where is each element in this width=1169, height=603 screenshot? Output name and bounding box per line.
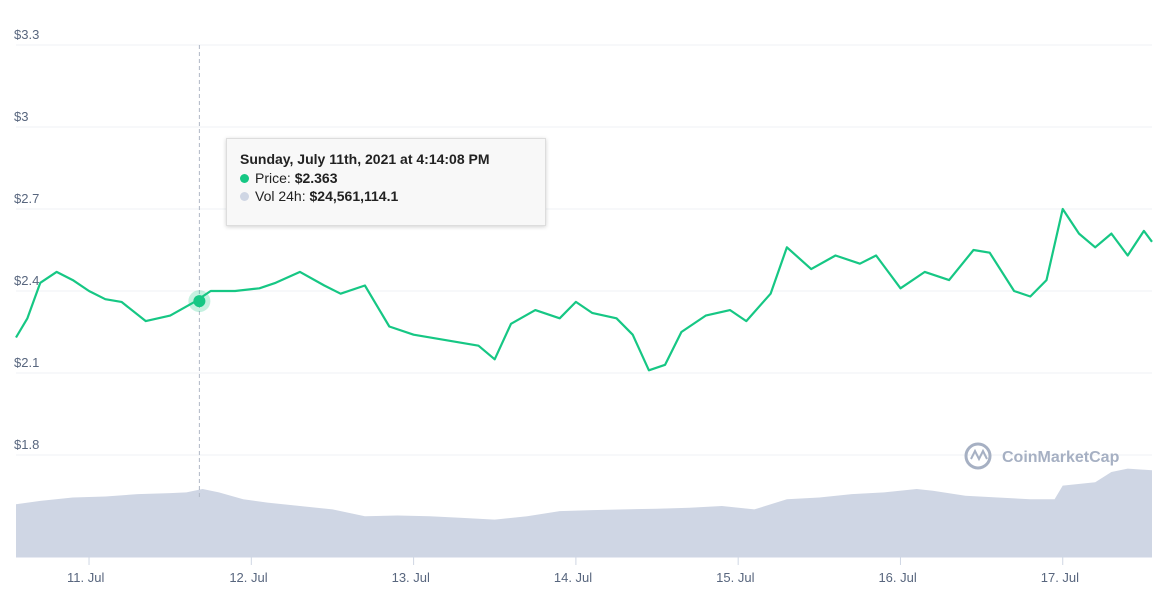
grid-layer (16, 44, 1152, 456)
hover-point (193, 295, 206, 308)
crosshair-layer (188, 45, 211, 497)
watermark-text: CoinMarketCap (1002, 449, 1120, 466)
coinmarketcap-logo-wave-icon (970, 448, 988, 462)
watermark: CoinMarketCap (964, 442, 1120, 470)
tooltip-price-label: Price: (255, 170, 291, 186)
y-tick-label: $2.4 (14, 273, 39, 288)
coinmarketcap-logo-icon (964, 442, 992, 470)
x-tick-label: 12. Jul (229, 570, 267, 585)
price-line (15, 207, 1153, 372)
volume-area (16, 468, 1152, 557)
x-tick-label: 16. Jul (878, 570, 916, 585)
x-tick-label: 11. Jul (67, 570, 104, 585)
x-tick-label: 15. Jul (716, 570, 754, 585)
volume-series-dot-icon (240, 192, 249, 201)
y-axis: $3.3 $3 $2.7 $2.4 $2.1 $1.8 (14, 27, 39, 452)
tooltip-price-value: $2.363 (294, 170, 338, 186)
y-tick-label: $2.1 (14, 355, 39, 370)
y-tick-label: $1.8 (14, 437, 39, 452)
x-axis: 11. Jul 12. Jul 13. Jul 14. Jul 15. Jul 16. J… (16, 556, 1152, 585)
y-tick-label: $3.3 (14, 27, 39, 42)
tooltip-title: Sunday, July 11th, 2021 at 4:14:08 PM (240, 151, 490, 167)
y-tick-label: $2.7 (14, 191, 39, 206)
tooltip-price-row: Price: $2.363 (240, 170, 532, 186)
tooltip-volume-row: Vol 24h: $24,561,114.1 (240, 188, 532, 204)
volume-layer (16, 468, 1152, 557)
hover-tooltip: Sunday, July 11th, 2021 at 4:14:08 PM Pr… (226, 138, 546, 226)
tooltip-volume-value: $24,561,114.1 (309, 188, 399, 204)
x-tick-label: 13. Jul (392, 570, 430, 585)
price-series-dot-icon (240, 174, 249, 183)
x-tick-label: 17. Jul (1041, 570, 1079, 585)
x-tick-label: 14. Jul (554, 570, 592, 585)
y-tick-label: $3 (14, 109, 28, 124)
price-line-layer (15, 207, 1153, 372)
tooltip-volume-label: Vol 24h: (255, 188, 306, 204)
